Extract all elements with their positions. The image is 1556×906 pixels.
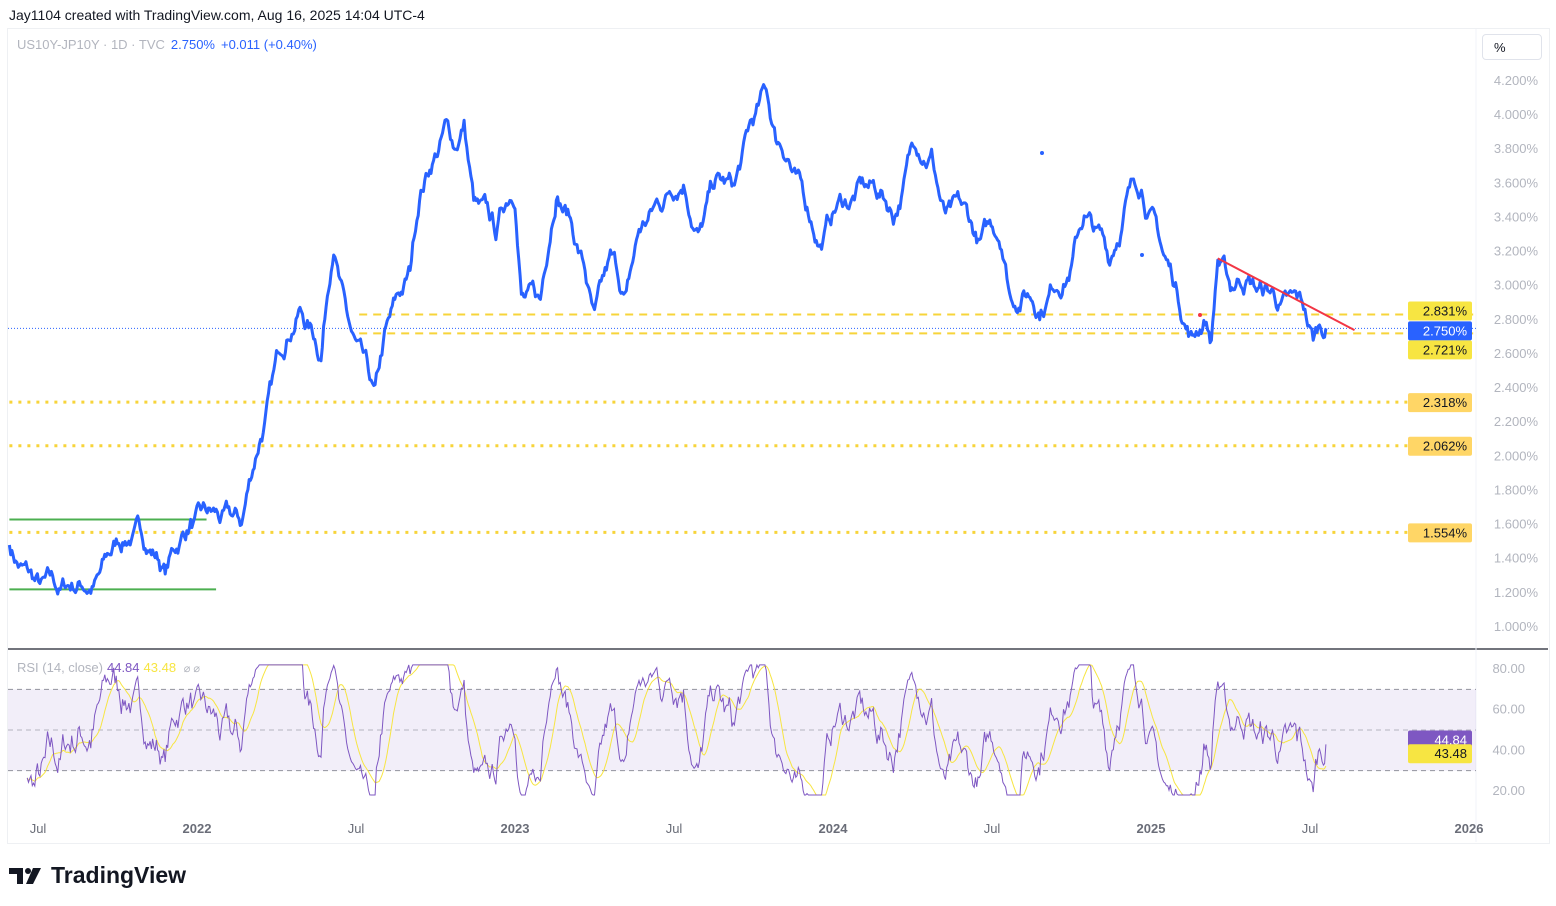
price-tag: 43.48 — [1434, 746, 1467, 761]
price-tag: 44.84 — [1434, 732, 1467, 747]
price-tag-bg — [1408, 744, 1472, 764]
time-axis-tick: Jul — [30, 821, 47, 836]
price-tag-bg — [1408, 523, 1472, 543]
price-axis-tick: 2.200% — [1494, 414, 1539, 429]
price-axis-tick: 4.000% — [1494, 107, 1539, 122]
price-axis-tick: 3.400% — [1494, 209, 1539, 224]
price-change: +0.011 (+0.40%) — [220, 37, 317, 52]
tradingview-logo[interactable]: TradingView — [9, 862, 186, 889]
trend-line — [1217, 257, 1355, 331]
price-axis-tick: 4.200% — [1494, 73, 1539, 88]
price-tag: 2.831% — [1423, 304, 1468, 319]
time-axis-tick: 2026 — [1455, 821, 1484, 836]
price-tag: 2.721% — [1423, 342, 1468, 357]
symbol-info[interactable]: US10Y-JP10Y · 1D · TVC — [17, 37, 165, 52]
time-axis-tick: 2024 — [819, 821, 849, 836]
rsi-axis-tick: 60.00 — [1492, 702, 1525, 717]
time-axis-tick: 2022 — [183, 821, 212, 836]
rsi-value: 44.84 — [106, 660, 140, 675]
rsi-ma-value: 43.48 — [143, 660, 177, 675]
trend-anchor-dot — [1198, 313, 1202, 317]
chart-credit: Jay1104 created with TradingView.com, Au… — [9, 7, 425, 23]
time-axis-tick: Jul — [348, 821, 365, 836]
price-dot — [1140, 253, 1144, 257]
price-axis-tick: 2.400% — [1494, 380, 1539, 395]
rsi-axis-tick: 80.00 — [1492, 661, 1525, 676]
price-axis-tick: 1.200% — [1494, 585, 1539, 600]
time-axis-tick: Jul — [666, 821, 683, 836]
price-tag: 2.062% — [1423, 439, 1468, 454]
price-tag: 1.554% — [1423, 525, 1468, 540]
price-axis-tick: 1.800% — [1494, 482, 1539, 497]
na-icons: ⌀ ⌀ — [183, 663, 201, 675]
rsi-legend: RSI (14, close) 44.84 43.48 ⌀ ⌀ — [17, 660, 200, 675]
price-tag: 2.318% — [1423, 395, 1468, 410]
time-axis-tick: 2025 — [1137, 821, 1166, 836]
price-axis-tick: 1.000% — [1494, 619, 1539, 634]
time-axis-tick: Jul — [1302, 821, 1319, 836]
rsi-line — [26, 663, 1327, 796]
price-tag-bg — [1408, 393, 1472, 413]
price-axis-tick: 3.200% — [1494, 244, 1539, 259]
price-tag-bg — [1408, 436, 1472, 456]
last-price: 2.750% — [170, 37, 215, 52]
price-line — [7, 83, 1328, 596]
time-axis-tick: Jul — [984, 821, 1001, 836]
price-axis-tick: 3.600% — [1494, 175, 1539, 190]
price-dot — [1040, 151, 1044, 155]
chart-frame — [7, 28, 1550, 844]
rsi-ma-line — [26, 664, 1327, 796]
symbol-legend: US10Y-JP10Y · 1D · TVC 2.750% +0.011 (+0.4… — [17, 37, 317, 52]
time-axis-tick: 2023 — [501, 821, 530, 836]
price-axis-tick: 1.400% — [1494, 551, 1539, 566]
price-tag: 2.750% — [1423, 323, 1468, 338]
price-tag-bg — [1408, 340, 1472, 360]
price-axis-tick: 2.600% — [1494, 346, 1539, 361]
rsi-axis-tick: 40.00 — [1492, 742, 1525, 757]
rsi-axis-tick: 20.00 — [1492, 783, 1525, 798]
rsi-title[interactable]: RSI (14, close) — [17, 660, 103, 675]
price-tag-bg — [1408, 301, 1472, 321]
percent-scale-button[interactable]: % — [1482, 34, 1542, 60]
brand-name: TradingView — [51, 862, 187, 888]
price-axis-tick: 3.800% — [1494, 141, 1539, 156]
tradingview-logo-icon — [9, 867, 41, 884]
price-axis-tick: 3.000% — [1494, 278, 1539, 293]
price-tag-bg — [1408, 321, 1472, 341]
price-axis-tick: 2.000% — [1494, 448, 1539, 463]
price-axis-tick: 2.800% — [1494, 312, 1539, 327]
price-axis-tick: 1.600% — [1494, 517, 1539, 532]
